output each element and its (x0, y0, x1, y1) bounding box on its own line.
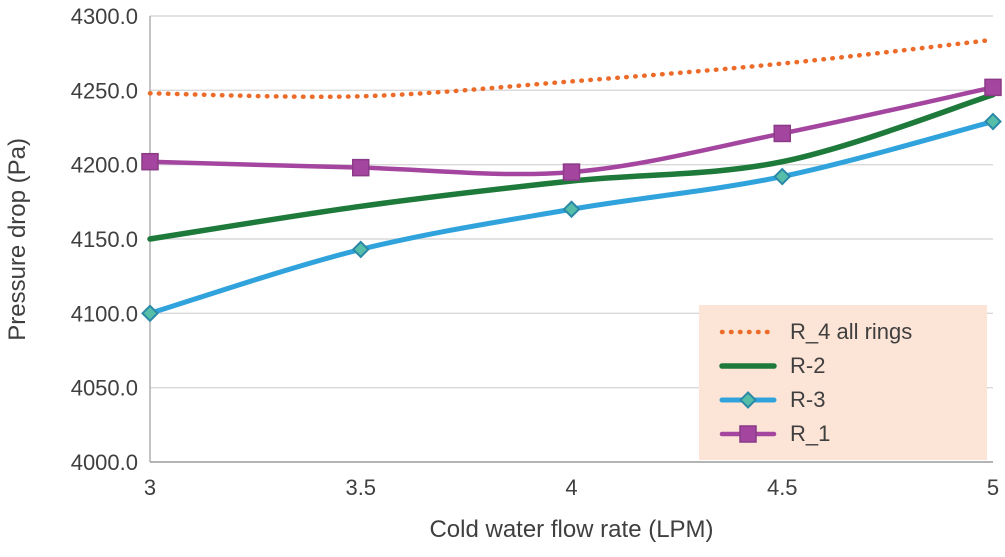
svg-text:4000.0: 4000.0 (71, 450, 138, 475)
svg-text:4.5: 4.5 (767, 475, 798, 500)
legend-solid-line-sample (719, 355, 777, 377)
svg-text:4250.0: 4250.0 (71, 78, 138, 103)
y-axis-title: Pressure drop (Pa) (2, 16, 34, 462)
y-axis-title-text: Pressure drop (Pa) (4, 137, 31, 341)
legend-square-line-sample (719, 423, 777, 445)
legend-label: R-3 (790, 386, 826, 412)
legend-label: R_1 (790, 420, 831, 446)
legend: R_4 all rings R-2 R-3 R_1 (699, 305, 987, 460)
legend-item-r3: R-3 (719, 387, 973, 412)
svg-text:4100.0: 4100.0 (71, 301, 138, 326)
svg-text:3: 3 (144, 475, 156, 500)
svg-text:4300.0: 4300.0 (71, 4, 138, 29)
legend-item-r1: R_1 (719, 421, 973, 446)
x-axis-title: Cold water flow rate (LPM) (429, 516, 714, 543)
svg-text:4150.0: 4150.0 (71, 227, 138, 252)
svg-text:4200.0: 4200.0 (71, 153, 138, 178)
legend-item-r4-all-rings: R_4 all rings (719, 319, 973, 344)
svg-text:4: 4 (565, 475, 577, 500)
legend-diamond-line-sample (719, 389, 777, 411)
legend-label: R_4 all rings (790, 318, 913, 344)
legend-label: R-2 (790, 352, 826, 378)
legend-item-r2: R-2 (719, 353, 973, 378)
legend-dotted-line-sample (719, 321, 777, 343)
svg-text:4050.0: 4050.0 (71, 376, 138, 401)
svg-text:5: 5 (987, 475, 999, 500)
svg-text:3.5: 3.5 (345, 475, 376, 500)
